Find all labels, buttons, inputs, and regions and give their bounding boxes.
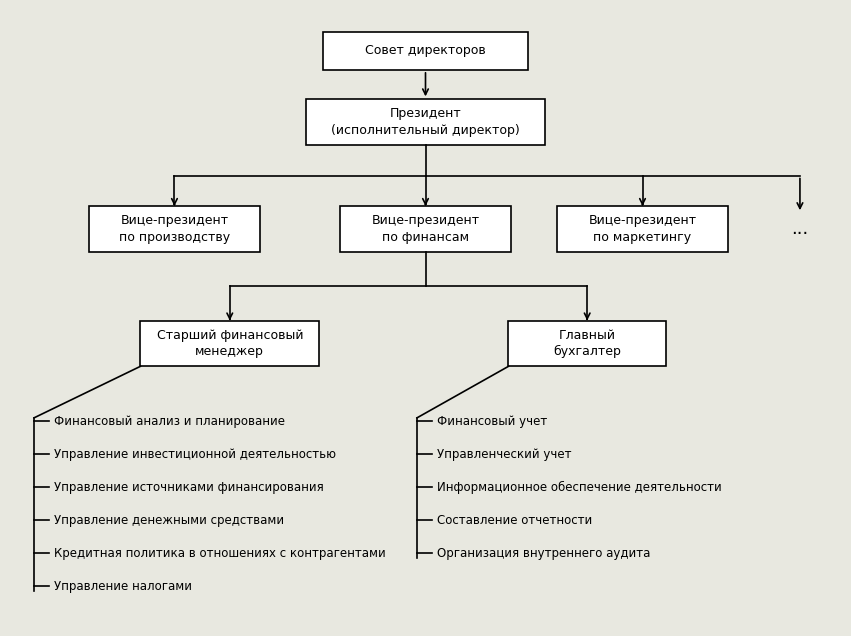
Text: Управление денежными средствами: Управление денежными средствами [54,514,283,527]
Text: Информационное обеспечение деятельности: Информационное обеспечение деятельности [437,481,722,494]
Text: Управление инвестиционной деятельностью: Управление инвестиционной деятельностью [54,448,335,460]
Text: Финансовый анализ и планирование: Финансовый анализ и планирование [54,415,284,427]
FancyBboxPatch shape [89,206,260,252]
Text: Совет директоров: Совет директоров [365,45,486,57]
Text: Составление отчетности: Составление отчетности [437,514,591,527]
Text: Организация внутреннего аудита: Организация внутреннего аудита [437,547,650,560]
Text: Вице-президент
по маркетингу: Вице-президент по маркетингу [588,214,697,244]
Text: Президент
(исполнительный директор): Президент (исполнительный директор) [331,107,520,137]
Text: Управленческий учет: Управленческий учет [437,448,571,460]
Text: Управление источниками финансирования: Управление источниками финансирования [54,481,323,494]
Text: Вице-президент
по финансам: Вице-президент по финансам [371,214,480,244]
FancyBboxPatch shape [323,32,528,70]
Text: Финансовый учет: Финансовый учет [437,415,547,427]
Text: Старший финансовый
менеджер: Старший финансовый менеджер [157,329,303,358]
Text: Вице-президент
по производству: Вице-президент по производству [119,214,230,244]
FancyBboxPatch shape [140,321,319,366]
FancyBboxPatch shape [508,321,665,366]
FancyBboxPatch shape [340,206,511,252]
Text: Кредитная политика в отношениях с контрагентами: Кредитная политика в отношениях с контра… [54,547,386,560]
FancyBboxPatch shape [306,99,545,145]
Text: ...: ... [791,220,808,238]
FancyBboxPatch shape [557,206,728,252]
Text: Главный
бухгалтер: Главный бухгалтер [553,329,621,358]
Text: Управление налогами: Управление налогами [54,580,191,593]
